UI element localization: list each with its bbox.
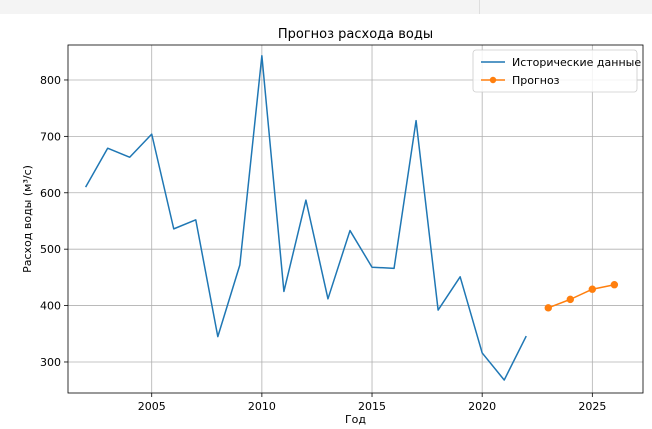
chart-title: Прогноз расхода воды	[278, 27, 433, 42]
x-axis: 2005 2010 2015 2020 2025	[138, 393, 606, 413]
plot-frame	[67, 44, 644, 394]
series-line-0	[84, 54, 527, 381]
y-tick-label: 800	[40, 74, 61, 87]
x-tick-label: 2005	[138, 400, 166, 413]
legend-marker-1	[489, 76, 497, 84]
series-point-1	[610, 281, 619, 289]
series-point-1	[566, 295, 574, 304]
series-layer	[84, 54, 619, 381]
y-tick-label: 500	[40, 243, 61, 256]
y-axis-label: Расход воды (м³/с)	[21, 165, 34, 273]
y-tick-label: 700	[40, 130, 61, 143]
series-point-1	[588, 285, 597, 293]
x-tick-label: 2015	[358, 400, 386, 413]
x-tick-label: 2020	[468, 400, 496, 413]
top-strip-divider	[479, 0, 480, 14]
y-tick-label: 400	[40, 300, 61, 313]
legend-box	[472, 49, 638, 93]
plot-area	[68, 45, 643, 393]
y-tick-label: 600	[40, 187, 61, 200]
x-tick-label: 2025	[578, 400, 606, 413]
legend-label-1: Прогноз	[512, 74, 560, 87]
top-strip	[0, 0, 652, 14]
series-point-1	[544, 304, 552, 312]
x-tick-label: 2010	[248, 400, 276, 413]
x-axis-label: Год	[345, 413, 366, 425]
y-axis: 300 400 500 600 700 800	[40, 74, 68, 369]
legend: Исторические данные Прогноз	[472, 49, 641, 93]
y-tick-label: 300	[40, 356, 61, 369]
legend-label-0: Исторические данные	[512, 56, 641, 69]
series-line-1	[548, 283, 615, 309]
